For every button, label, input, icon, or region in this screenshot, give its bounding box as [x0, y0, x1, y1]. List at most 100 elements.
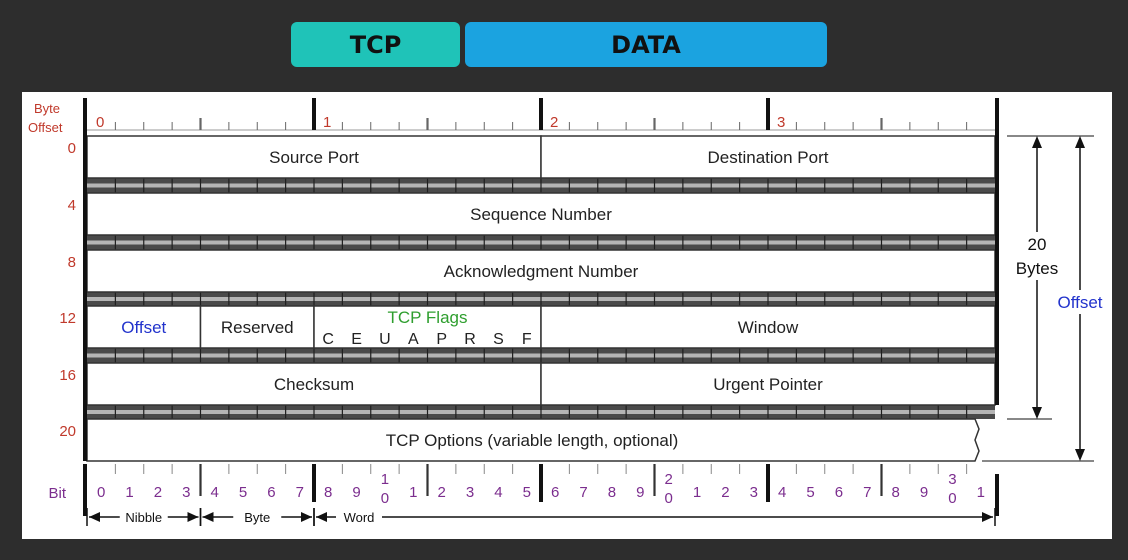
tcp-flag-letter: F: [522, 331, 532, 348]
offset-span-arrow-head-up: [1075, 136, 1085, 148]
tcp-flag-letter: U: [379, 331, 391, 348]
tcp-options-field: [86, 418, 980, 462]
bit-number-label: 3: [750, 484, 758, 501]
checksum-label: Checksum: [274, 375, 354, 394]
word-scale-label-backdrop: [336, 508, 382, 526]
bit-number-label: 3: [466, 484, 474, 501]
tcp-options-label: TCP Options (variable length, optional): [386, 431, 679, 450]
row-offset-label: 4: [68, 197, 76, 214]
bit-number-label: 6: [267, 484, 275, 501]
offset-side-label: Offset: [1057, 293, 1102, 312]
bit-number-label: 0: [948, 490, 956, 507]
nibble-scale-label-backdrop: [119, 508, 168, 526]
tcp-flag-letter: C: [322, 331, 334, 348]
acknowledgment-number-label: Acknowledgment Number: [444, 262, 639, 281]
bit-label: Bit: [48, 485, 66, 502]
bit-number-label: 1: [977, 484, 985, 501]
byte-tick-label: 0: [96, 114, 104, 131]
tcp-header-tab: TCP: [291, 22, 460, 67]
row-offset-label: 20: [59, 423, 76, 440]
tcp-flag-letter: P: [436, 331, 447, 348]
left-edge-bar: [83, 98, 87, 178]
bit-number-label: 1: [409, 484, 417, 501]
acknowledgment-number-field: [86, 249, 996, 293]
byte-scale-label: Byte: [244, 510, 270, 525]
bit-number-label: 2: [438, 484, 446, 501]
window-field: [540, 305, 996, 349]
bit-number-label: 5: [806, 484, 814, 501]
checksum-field: [86, 362, 542, 406]
bit-number-label: 7: [296, 484, 304, 501]
tcp-flag-letter: E: [351, 331, 362, 348]
destination-port-label: Destination Port: [708, 148, 829, 167]
tcp-header-diagram-panel: 0 1 2 3 Byte Offset Bit 0 1 2 3 4 5 6 7 8 9 1 0 1 2 3 4 5 6 7 8 9 2…: [22, 92, 1112, 539]
row-offset-label: 0: [68, 140, 76, 157]
bit-number-label: 8: [324, 484, 332, 501]
sequence-number-field: [86, 192, 996, 236]
bit-number-label: 4: [494, 484, 502, 501]
source-port-label: Source Port: [269, 148, 359, 167]
byte-tick-label: 2: [550, 114, 558, 131]
twenty-bytes-value: 20: [1028, 235, 1047, 254]
bottom-left-bar: [83, 464, 87, 516]
tcp-flags-field: [313, 305, 542, 349]
twenty-bytes-arrow-head-down: [1032, 407, 1042, 419]
byte-offset-label: Offset: [28, 120, 63, 135]
bit-number-label: 6: [835, 484, 843, 501]
row-offset-label: 12: [59, 310, 76, 327]
byte-tick-label: 1: [323, 114, 331, 131]
byte-scale-label-backdrop: [233, 508, 282, 526]
bit-number-label: 4: [211, 484, 219, 501]
source-port-field: [86, 135, 542, 179]
word-scale-arrow-left: [316, 512, 327, 522]
bit-number-label: 0: [665, 490, 673, 507]
data-payload-tab: DATA: [465, 22, 827, 67]
byte-scale-arrow-right: [301, 512, 312, 522]
tcp-flag-letter: S: [493, 331, 504, 348]
byte-offset-label: Byte: [34, 101, 60, 116]
bit-number-label: 5: [239, 484, 247, 501]
twenty-bytes-arrow-head-up: [1032, 136, 1042, 148]
tcp-flag-letter: R: [464, 331, 476, 348]
tcp-flags-label: TCP Flags: [388, 308, 468, 327]
tcp-flag-letter: A: [408, 331, 419, 348]
bit-number-label: 7: [579, 484, 587, 501]
bit-number-label: 2: [721, 484, 729, 501]
urgent-pointer-label: Urgent Pointer: [713, 375, 823, 394]
bit-number-label: 0: [381, 490, 389, 507]
byte-tick-label: 3: [777, 114, 785, 131]
bit-number-label: 1: [125, 484, 133, 501]
urgent-pointer-field: [540, 362, 996, 406]
bit-number-label: 5: [523, 484, 531, 501]
nibble-scale-arrow-right: [187, 512, 199, 522]
nibble-scale-arrow-left: [89, 512, 100, 522]
right-frame-bar: [995, 136, 999, 405]
bit-number-label: 3: [948, 471, 956, 488]
reserved-label: Reserved: [221, 318, 294, 337]
bit-number-label: 7: [863, 484, 871, 501]
bit-number-label: 0: [97, 484, 105, 501]
twenty-bytes-backdrop: [1019, 232, 1055, 280]
bit-number-label: 9: [636, 484, 644, 501]
row-offset-label: 16: [59, 367, 76, 384]
bit-number-label: 4: [778, 484, 786, 501]
word-scale-label: Word: [344, 510, 375, 525]
bit-number-label: 3: [182, 484, 190, 501]
window-label: Window: [738, 318, 799, 337]
word-scale-arrow-right: [982, 512, 993, 522]
bit-number-label: 1: [381, 471, 389, 488]
nibble-scale-label: Nibble: [125, 510, 162, 525]
bit-number-label: 6: [551, 484, 559, 501]
reserved-field: [199, 305, 315, 349]
byte-scale-arrow-left: [202, 512, 214, 522]
left-frame-bar: [83, 136, 87, 461]
twenty-bytes-unit: Bytes: [1016, 259, 1059, 278]
right-edge-bar: [995, 98, 999, 178]
bit-number-label: 2: [665, 471, 673, 488]
bit-number-label: 9: [352, 484, 360, 501]
offset-side-backdrop: [1054, 290, 1108, 314]
bit-number-label: 1: [693, 484, 701, 501]
bit-number-label: 8: [892, 484, 900, 501]
bit-number-label: 9: [920, 484, 928, 501]
